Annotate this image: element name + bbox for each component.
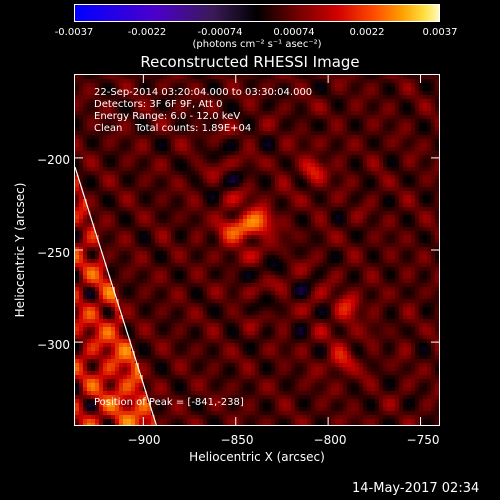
x-axis-label: Heliocentric X (arcsec) bbox=[189, 450, 325, 464]
y-tick-label: −200 bbox=[37, 153, 70, 167]
y-axis-label: Heliocentric Y (arcsec) bbox=[13, 182, 27, 318]
chart-title: Reconstructed RHESSI Image bbox=[140, 53, 360, 71]
colorbar-tick: -0.0037 bbox=[54, 27, 94, 38]
annotation-peak-position: Position of Peak = [-841,-238] bbox=[94, 397, 244, 408]
annotation-time-range: 22-Sep-2014 03:20:04.000 to 03:30:04.000 bbox=[94, 87, 313, 98]
x-tick-label: −750 bbox=[406, 433, 440, 447]
heatmap-pixels bbox=[75, 75, 439, 425]
x-tick-label: −850 bbox=[220, 433, 254, 447]
x-tick-label: −800 bbox=[313, 433, 347, 447]
colorbar-tick: 0.0022 bbox=[349, 27, 385, 38]
colorbar-tick: 0.00074 bbox=[273, 27, 315, 38]
plot-area bbox=[74, 74, 440, 426]
colorbar-tick: 0.0037 bbox=[422, 27, 458, 38]
footer-timestamp: 14-May-2017 02:34 bbox=[352, 481, 480, 496]
annotation-energy-range: Energy Range: 6.0 - 12.0 keV bbox=[94, 111, 241, 122]
colorbar-tick: -0.00074 bbox=[197, 27, 243, 38]
annotation-clean-counts: Clean Total counts: 1.89E+04 bbox=[94, 123, 252, 134]
colorbar-unit-label: (photons cm⁻² s⁻¹ asec⁻²) bbox=[192, 39, 322, 50]
colorbar bbox=[74, 4, 440, 22]
solar-limb-line bbox=[75, 166, 157, 425]
x-tick-label: −900 bbox=[127, 433, 161, 447]
annotation-detectors: Detectors: 3F 6F 9F, Att 0 bbox=[94, 99, 223, 110]
heatmap-image bbox=[75, 75, 439, 425]
colorbar-tick: -0.0022 bbox=[127, 27, 167, 38]
y-tick-label: −250 bbox=[37, 246, 70, 260]
y-tick-label: −300 bbox=[37, 338, 70, 352]
